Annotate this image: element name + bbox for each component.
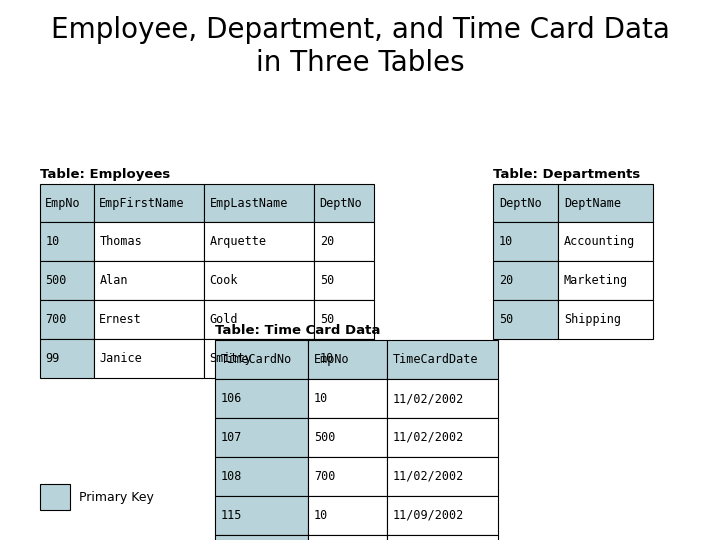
Text: Primary Key: Primary Key <box>79 491 154 504</box>
Text: 10: 10 <box>499 235 513 248</box>
FancyBboxPatch shape <box>308 379 387 418</box>
Text: 700: 700 <box>45 313 67 326</box>
FancyBboxPatch shape <box>314 222 374 261</box>
Text: 500: 500 <box>45 274 67 287</box>
Text: 500: 500 <box>314 431 336 444</box>
Text: 20: 20 <box>499 274 513 287</box>
Text: 11/02/2002: 11/02/2002 <box>393 392 464 405</box>
FancyBboxPatch shape <box>40 261 94 300</box>
FancyBboxPatch shape <box>215 535 308 540</box>
FancyBboxPatch shape <box>40 222 94 261</box>
Text: 115: 115 <box>220 509 242 522</box>
FancyBboxPatch shape <box>215 379 308 418</box>
Text: Table: Time Card Data: Table: Time Card Data <box>215 325 380 338</box>
Text: 10: 10 <box>314 392 328 405</box>
Text: 700: 700 <box>314 470 336 483</box>
FancyBboxPatch shape <box>204 184 314 222</box>
FancyBboxPatch shape <box>387 340 498 379</box>
Text: Shipping: Shipping <box>564 313 621 326</box>
Text: 108: 108 <box>220 470 242 483</box>
FancyBboxPatch shape <box>204 261 314 300</box>
Text: 10: 10 <box>320 352 334 365</box>
Text: TimeCardDate: TimeCardDate <box>393 353 479 366</box>
FancyBboxPatch shape <box>308 340 387 379</box>
FancyBboxPatch shape <box>215 457 308 496</box>
FancyBboxPatch shape <box>558 261 653 300</box>
Text: 50: 50 <box>320 313 334 326</box>
FancyBboxPatch shape <box>387 496 498 535</box>
Text: DeptNo: DeptNo <box>320 197 362 210</box>
FancyBboxPatch shape <box>94 184 204 222</box>
Text: EmpNo: EmpNo <box>314 353 349 366</box>
FancyBboxPatch shape <box>215 418 308 457</box>
FancyBboxPatch shape <box>40 339 94 378</box>
Text: 50: 50 <box>320 274 334 287</box>
Text: Janice: Janice <box>99 352 142 365</box>
FancyBboxPatch shape <box>308 457 387 496</box>
FancyBboxPatch shape <box>204 300 314 339</box>
FancyBboxPatch shape <box>558 184 653 222</box>
FancyBboxPatch shape <box>308 418 387 457</box>
Text: Ernest: Ernest <box>99 313 142 326</box>
Text: Cook: Cook <box>210 274 238 287</box>
FancyBboxPatch shape <box>204 339 314 378</box>
FancyBboxPatch shape <box>493 222 558 261</box>
Text: 11/09/2002: 11/09/2002 <box>393 509 464 522</box>
Text: Arquette: Arquette <box>210 235 266 248</box>
Text: Marketing: Marketing <box>564 274 628 287</box>
Text: 20: 20 <box>320 235 334 248</box>
Text: 10: 10 <box>45 235 60 248</box>
Text: EmpFirstName: EmpFirstName <box>99 197 185 210</box>
Text: Table: Departments: Table: Departments <box>493 168 641 181</box>
FancyBboxPatch shape <box>493 300 558 339</box>
FancyBboxPatch shape <box>387 379 498 418</box>
Text: 11/02/2002: 11/02/2002 <box>393 470 464 483</box>
FancyBboxPatch shape <box>387 457 498 496</box>
FancyBboxPatch shape <box>558 300 653 339</box>
FancyBboxPatch shape <box>40 184 94 222</box>
FancyBboxPatch shape <box>387 535 498 540</box>
FancyBboxPatch shape <box>94 261 204 300</box>
Text: TimeCardNo: TimeCardNo <box>220 353 292 366</box>
FancyBboxPatch shape <box>94 300 204 339</box>
Text: EmpLastName: EmpLastName <box>210 197 288 210</box>
Text: Accounting: Accounting <box>564 235 635 248</box>
Text: EmpNo: EmpNo <box>45 197 81 210</box>
FancyBboxPatch shape <box>40 484 70 510</box>
FancyBboxPatch shape <box>308 535 387 540</box>
FancyBboxPatch shape <box>215 496 308 535</box>
FancyBboxPatch shape <box>493 261 558 300</box>
Text: 106: 106 <box>220 392 242 405</box>
FancyBboxPatch shape <box>204 222 314 261</box>
Text: 50: 50 <box>499 313 513 326</box>
FancyBboxPatch shape <box>94 222 204 261</box>
Text: Table: Employees: Table: Employees <box>40 168 170 181</box>
FancyBboxPatch shape <box>40 300 94 339</box>
FancyBboxPatch shape <box>215 340 308 379</box>
Text: 10: 10 <box>314 509 328 522</box>
FancyBboxPatch shape <box>314 300 374 339</box>
FancyBboxPatch shape <box>314 339 374 378</box>
FancyBboxPatch shape <box>314 261 374 300</box>
Text: Thomas: Thomas <box>99 235 142 248</box>
Text: DeptName: DeptName <box>564 197 621 210</box>
Text: 99: 99 <box>45 352 60 365</box>
FancyBboxPatch shape <box>94 339 204 378</box>
Text: Employee, Department, and Time Card Data
in Three Tables: Employee, Department, and Time Card Data… <box>50 16 670 77</box>
FancyBboxPatch shape <box>387 418 498 457</box>
FancyBboxPatch shape <box>308 496 387 535</box>
Text: Smitty: Smitty <box>210 352 252 365</box>
Text: Alan: Alan <box>99 274 128 287</box>
Text: 11/02/2002: 11/02/2002 <box>393 431 464 444</box>
Text: 107: 107 <box>220 431 242 444</box>
Text: DeptNo: DeptNo <box>499 197 541 210</box>
FancyBboxPatch shape <box>558 222 653 261</box>
Text: Gold: Gold <box>210 313 238 326</box>
FancyBboxPatch shape <box>493 184 558 222</box>
FancyBboxPatch shape <box>314 184 374 222</box>
